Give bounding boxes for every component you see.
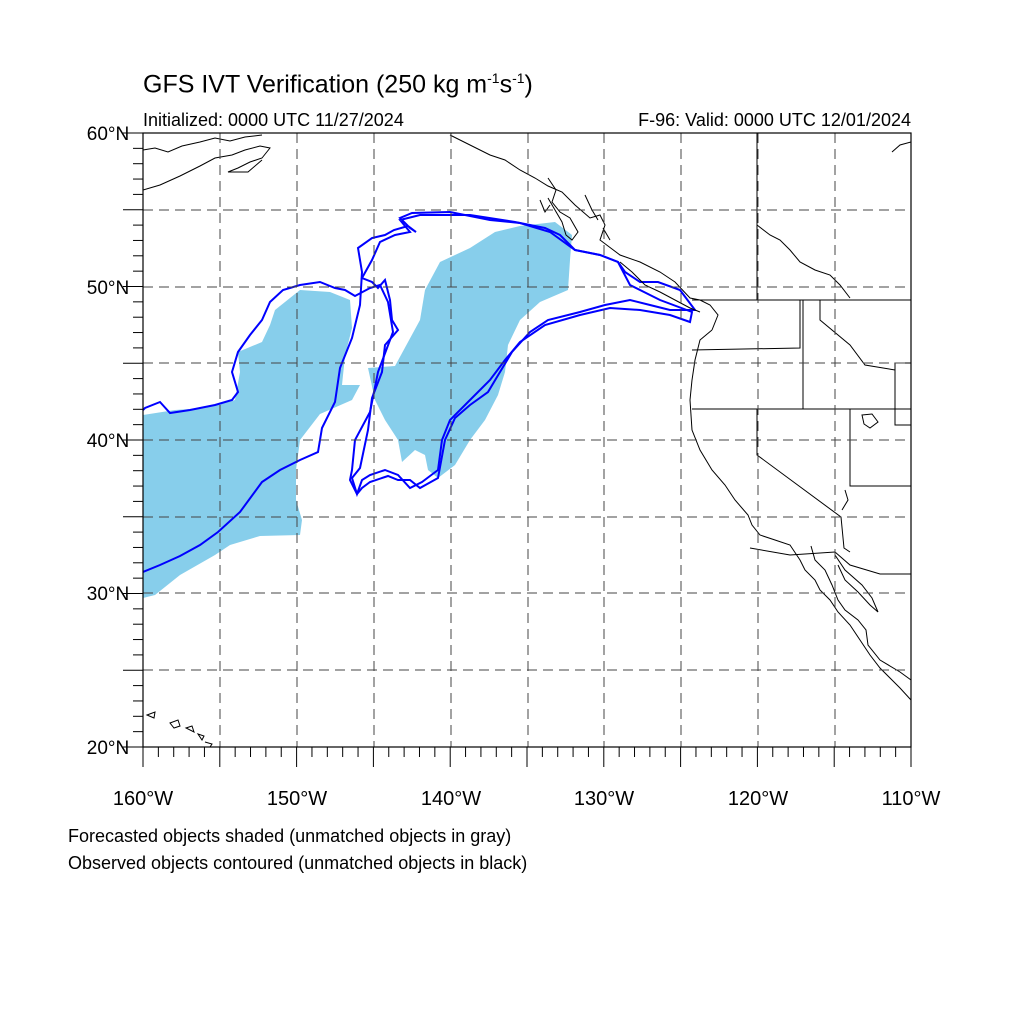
forecast-note: Forecasted objects shaded (unmatched obj… [68, 826, 512, 846]
map-title: GFS IVT Verification (250 kg m-1s-1) [143, 70, 533, 99]
lon-label-120w: 120°W [728, 788, 788, 810]
alaska-coastline [143, 134, 719, 331]
observed-contour-west [143, 210, 697, 573]
forecast-objects [143, 222, 572, 598]
us-state-borders [691, 133, 911, 575]
longitude-labels: 160°W 150°W 140°W 130°W 120°W 110°W [113, 788, 941, 810]
observed-objects [143, 210, 697, 573]
lat-label-20: 20°N [87, 738, 129, 759]
great-salt-lake [861, 413, 879, 429]
initialized-time: Initialized: 0000 UTC 11/27/2024 [143, 110, 404, 130]
observed-contour-mid [350, 214, 694, 498]
lon-label-110w: 110°W [882, 788, 941, 810]
lat-label-50: 50°N [87, 278, 129, 299]
lat-label-30: 30°N [87, 584, 129, 605]
forecast-object-west [143, 290, 360, 598]
tick-marks [123, 132, 912, 767]
hawaii-islands [145, 711, 213, 747]
lon-label-140w: 140°W [421, 788, 481, 810]
lon-label-160w: 160°W [113, 788, 173, 810]
coastlines [143, 133, 911, 747]
lon-label-150w: 150°W [267, 788, 327, 810]
canada-coast-upper-right [756, 141, 911, 299]
forecast-object-east [368, 222, 572, 478]
latitude-labels: 60°N 50°N 40°N 30°N 20°N [87, 124, 129, 759]
lat-label-60: 60°N [87, 124, 129, 145]
observed-note: Observed objects contoured (unmatched ob… [68, 853, 528, 873]
lon-label-130w: 130°W [574, 788, 634, 810]
valid-time: F-96: Valid: 0000 UTC 12/01/2024 [638, 110, 911, 130]
west-coast-us-mexico [689, 329, 911, 701]
lat-label-40: 40°N [87, 431, 129, 452]
grid-lines [143, 133, 911, 747]
